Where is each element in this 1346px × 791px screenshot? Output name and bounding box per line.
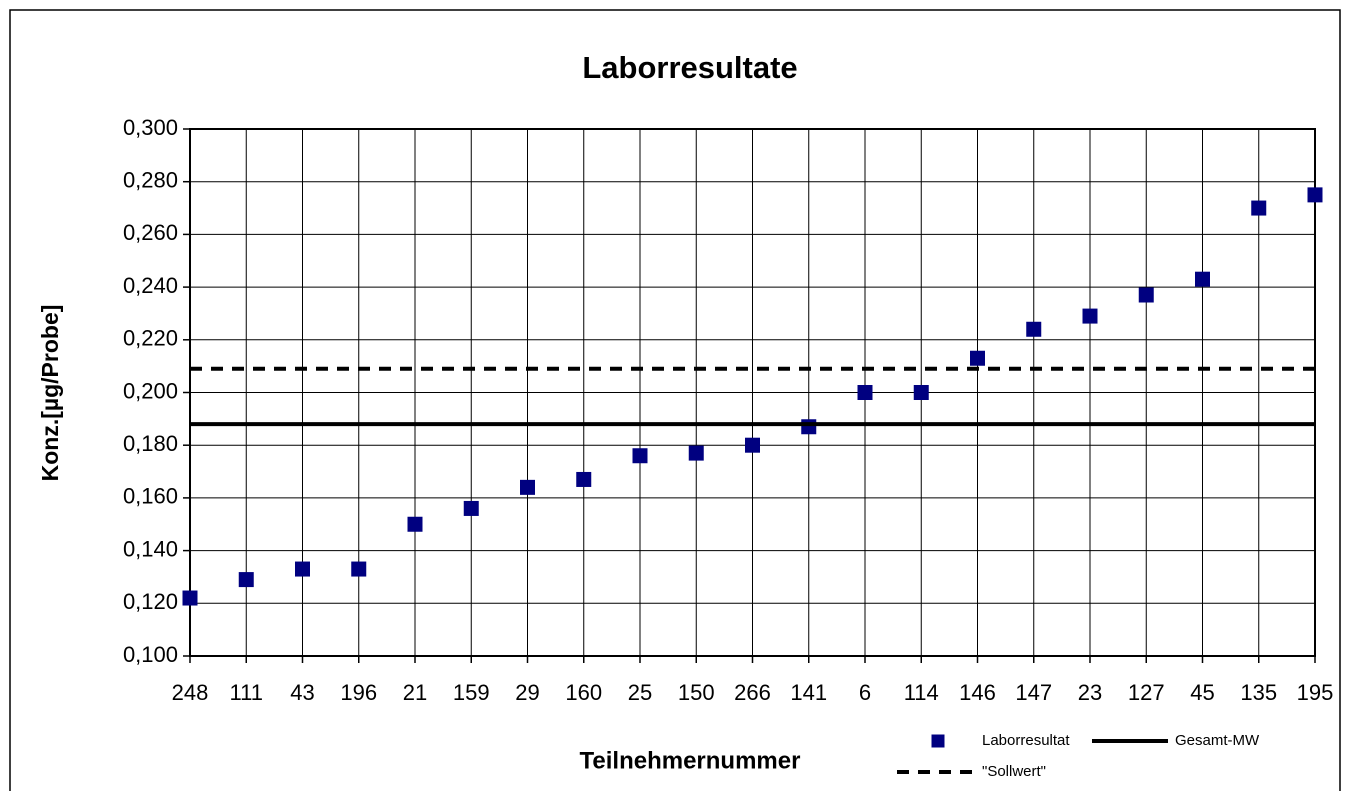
data-point bbox=[1195, 271, 1210, 287]
x-tick-label: 21 bbox=[403, 680, 427, 705]
data-point bbox=[182, 590, 198, 606]
chart-border bbox=[9, 9, 1341, 791]
x-tick-label: 135 bbox=[1240, 680, 1277, 705]
data-point bbox=[1138, 287, 1154, 303]
x-tick-label: 159 bbox=[453, 680, 490, 705]
data-point bbox=[1082, 308, 1098, 324]
data-point bbox=[1251, 200, 1267, 216]
x-tick-label: 147 bbox=[1015, 680, 1052, 705]
y-tick-label: 0,200 bbox=[123, 378, 178, 403]
x-tick-label: 114 bbox=[904, 680, 939, 705]
y-tick-label: 0,240 bbox=[123, 273, 178, 298]
data-point bbox=[1307, 187, 1323, 203]
y-tick-label: 0,140 bbox=[123, 536, 178, 561]
legend-marker bbox=[931, 734, 945, 748]
legend-label: "Sollwert" bbox=[982, 763, 1046, 780]
data-point bbox=[970, 350, 985, 366]
x-tick-label: 141 bbox=[790, 680, 827, 705]
data-point bbox=[688, 445, 704, 461]
x-tick-label: 146 bbox=[959, 680, 996, 705]
data-point bbox=[1026, 321, 1042, 337]
x-tick-label: 111 bbox=[230, 680, 263, 705]
data-point bbox=[407, 516, 423, 532]
x-tick-label: 160 bbox=[565, 680, 602, 705]
x-tick-label: 43 bbox=[290, 680, 314, 705]
data-point bbox=[576, 471, 592, 487]
y-tick-label: 0,180 bbox=[123, 431, 178, 456]
x-tick-label: 127 bbox=[1128, 680, 1165, 705]
data-point bbox=[857, 385, 873, 400]
x-tick-label: 45 bbox=[1190, 680, 1214, 705]
x-axis-title: Teilnehmernummer bbox=[580, 747, 801, 774]
plot-area-border bbox=[189, 128, 1316, 657]
x-tick-label: 25 bbox=[628, 680, 652, 705]
y-tick-label: 0,120 bbox=[123, 589, 178, 614]
x-tick-label: 195 bbox=[1297, 680, 1334, 705]
y-tick-label: 0,280 bbox=[123, 168, 178, 193]
y-tick-label: 0,260 bbox=[123, 220, 178, 245]
y-tick-label: 0,160 bbox=[123, 484, 178, 509]
x-tick-label: 150 bbox=[678, 680, 715, 705]
data-point bbox=[520, 479, 535, 495]
data-point bbox=[238, 572, 254, 588]
x-tick-label: 29 bbox=[515, 680, 539, 705]
y-tick-label: 0,220 bbox=[123, 326, 178, 351]
legend-label: Gesamt-MW bbox=[1175, 732, 1260, 749]
y-tick-label: 0,300 bbox=[123, 115, 178, 140]
legend-label: Laborresultat bbox=[982, 732, 1070, 749]
x-tick-label: 266 bbox=[734, 680, 771, 705]
data-point bbox=[295, 561, 310, 577]
data-point bbox=[745, 437, 760, 453]
data-point bbox=[632, 448, 648, 464]
y-tick-label: 0,100 bbox=[123, 642, 178, 667]
data-point bbox=[463, 500, 479, 516]
x-tick-label: 196 bbox=[340, 680, 377, 705]
x-tick-label: 23 bbox=[1078, 680, 1102, 705]
data-point bbox=[913, 385, 929, 400]
y-axis-title: Konz.[µg/Probe] bbox=[37, 305, 63, 482]
data-point bbox=[801, 419, 817, 435]
chart-title: Laborresultate bbox=[582, 50, 797, 85]
x-tick-label: 6 bbox=[859, 680, 871, 705]
data-point bbox=[351, 561, 367, 577]
x-tick-label: 248 bbox=[172, 680, 209, 705]
